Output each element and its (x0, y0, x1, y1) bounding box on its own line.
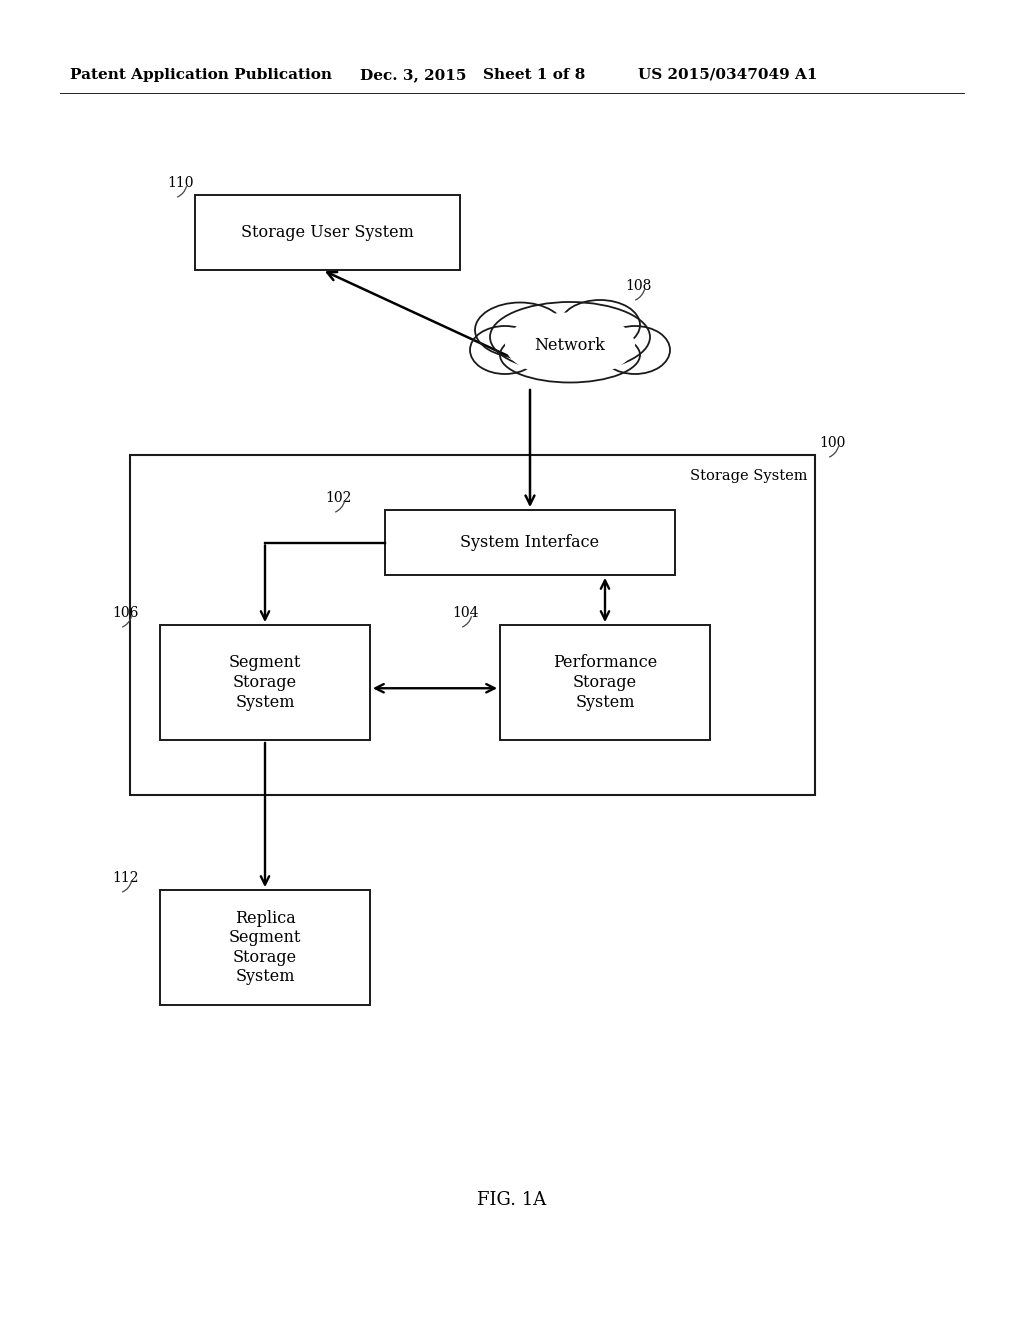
Text: 108: 108 (625, 279, 651, 293)
Text: Network: Network (535, 337, 605, 354)
Bar (160, 624, 370, 741)
Text: 100: 100 (819, 436, 846, 450)
Bar (160, 890, 370, 1005)
Text: Sheet 1 of 8: Sheet 1 of 8 (483, 69, 586, 82)
Text: 110: 110 (167, 176, 194, 190)
Text: Performance
Storage
System: Performance Storage System (553, 655, 657, 710)
Ellipse shape (600, 326, 670, 374)
Text: Replica
Segment
Storage
System: Replica Segment Storage System (228, 909, 301, 986)
Ellipse shape (475, 302, 565, 358)
Bar (385, 510, 675, 576)
Text: FIG. 1A: FIG. 1A (477, 1191, 547, 1209)
Text: 112: 112 (112, 871, 138, 884)
Bar (195, 195, 460, 271)
Ellipse shape (560, 300, 640, 350)
Ellipse shape (470, 326, 540, 374)
Text: Storage User System: Storage User System (241, 224, 414, 242)
Ellipse shape (500, 327, 640, 383)
Text: System Interface: System Interface (461, 535, 600, 550)
Text: Dec. 3, 2015: Dec. 3, 2015 (360, 69, 466, 82)
Text: 102: 102 (325, 491, 351, 506)
Text: US 2015/0347049 A1: US 2015/0347049 A1 (638, 69, 817, 82)
Bar (500, 624, 710, 741)
Text: Patent Application Publication: Patent Application Publication (70, 69, 332, 82)
Ellipse shape (505, 313, 635, 378)
Ellipse shape (490, 302, 650, 372)
Text: Storage System: Storage System (689, 469, 807, 483)
Text: 104: 104 (452, 606, 478, 620)
Text: Segment
Storage
System: Segment Storage System (228, 655, 301, 710)
Bar (130, 455, 815, 795)
Text: 106: 106 (112, 606, 138, 620)
